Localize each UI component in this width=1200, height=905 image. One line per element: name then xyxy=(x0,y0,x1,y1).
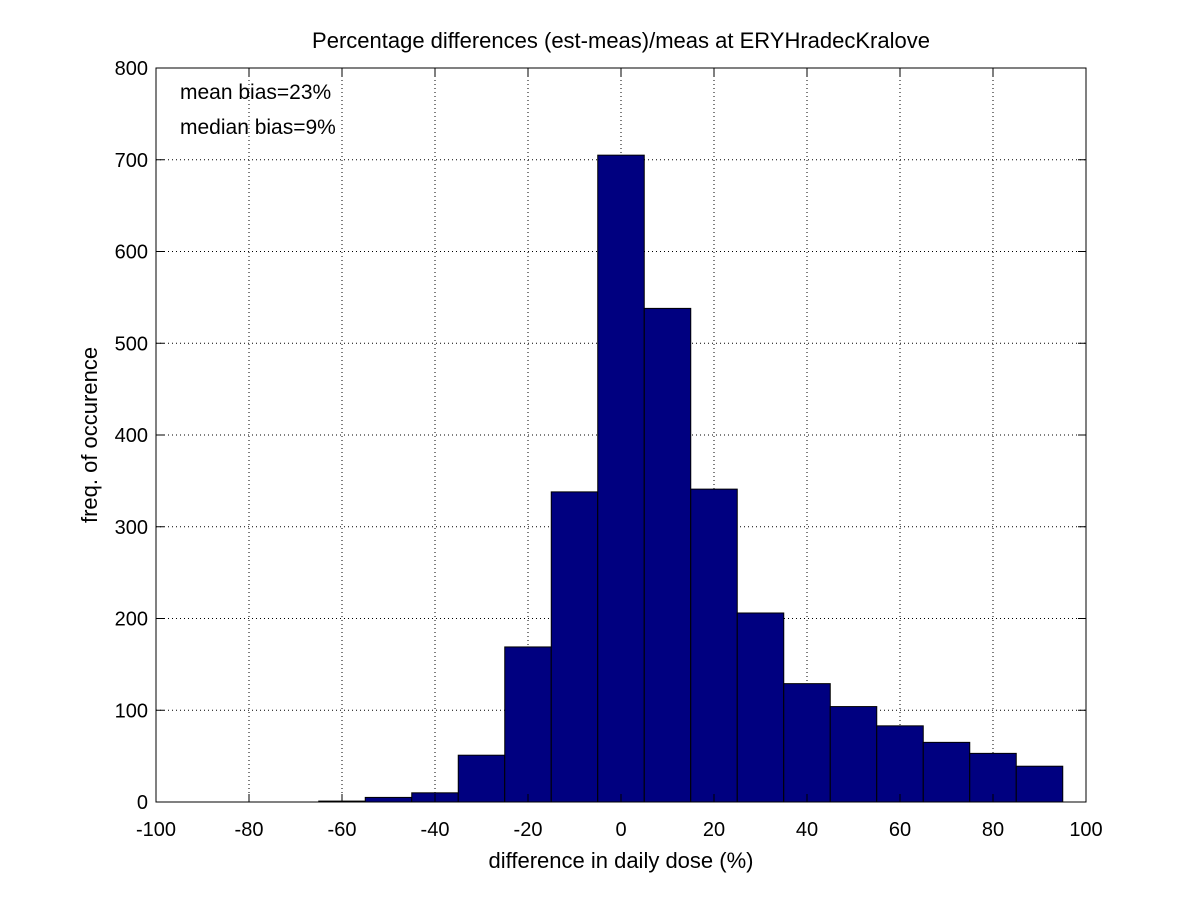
histogram-bar xyxy=(504,646,552,803)
histogram-bar xyxy=(690,488,738,803)
median-bias-annotation: median bias=9% xyxy=(180,116,336,139)
axis-ticks xyxy=(155,67,1087,803)
histogram-bar xyxy=(783,683,831,803)
y-tick-label: 0 xyxy=(137,792,148,814)
x-tick-label: -100 xyxy=(136,819,176,841)
chart-title: Percentage differences (est-meas)/meas a… xyxy=(312,28,930,53)
mean-bias-annotation: mean bias=23% xyxy=(180,81,331,104)
histogram-bar xyxy=(829,706,878,803)
x-tick-label: -40 xyxy=(421,819,450,841)
histogram-bar xyxy=(457,754,506,803)
x-tick-label: 0 xyxy=(615,819,626,841)
x-tick-label: 40 xyxy=(796,819,818,841)
x-axis-label: difference in daily dose (%) xyxy=(489,848,754,873)
y-tick-label: 400 xyxy=(115,425,148,447)
x-tick-label: -60 xyxy=(328,819,357,841)
histogram-bar xyxy=(643,307,692,803)
histogram-bar xyxy=(550,491,599,803)
x-tick-label: 60 xyxy=(889,819,911,841)
histogram-bar xyxy=(922,741,971,803)
x-tick-label: 100 xyxy=(1069,819,1102,841)
y-tick-labels: 0 100 200 300 400 500 600 700 800 xyxy=(115,58,148,814)
x-tick-labels: -100 -80 -60 -40 -20 0 20 40 60 80 100 xyxy=(136,819,1103,841)
x-tick-label: -20 xyxy=(514,819,543,841)
x-tick-label: -80 xyxy=(235,819,264,841)
histogram-bar xyxy=(876,725,924,803)
x-tick-label: 80 xyxy=(982,819,1004,841)
y-tick-label: 600 xyxy=(115,242,148,264)
y-tick-label: 100 xyxy=(115,700,148,722)
y-axis-label: freq. of occurence xyxy=(77,347,102,523)
histogram-bar xyxy=(969,752,1017,803)
histogram-bar xyxy=(597,154,645,803)
histogram-bar xyxy=(736,612,785,803)
histogram-bar xyxy=(364,796,413,803)
y-tick-label: 700 xyxy=(115,150,148,172)
y-tick-label: 500 xyxy=(115,333,148,355)
histogram-bars xyxy=(318,154,1064,803)
y-tick-label: 800 xyxy=(115,58,148,80)
y-tick-label: 200 xyxy=(115,609,148,631)
y-tick-label: 300 xyxy=(115,517,148,539)
histogram-bar xyxy=(1015,765,1064,803)
x-tick-label: 20 xyxy=(703,819,725,841)
